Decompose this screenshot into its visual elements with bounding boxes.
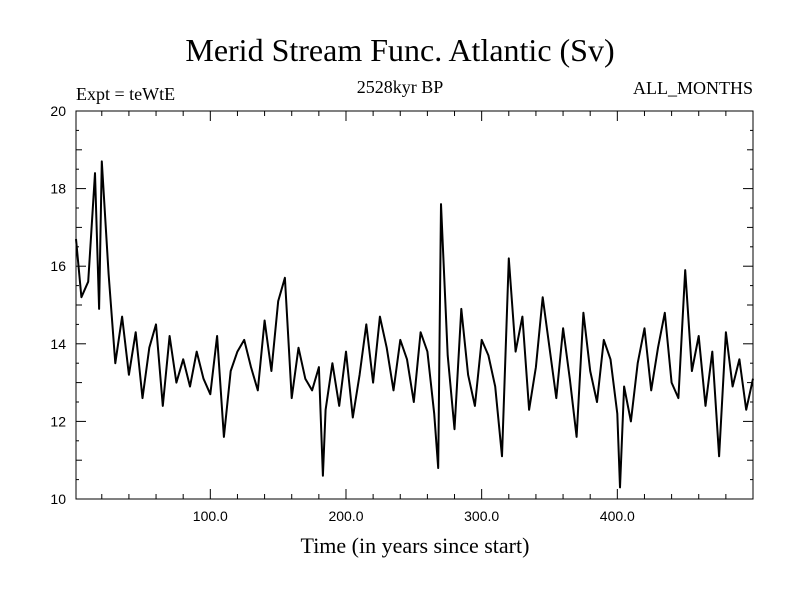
chart-title: Merid Stream Func. Atlantic (Sv) [185,32,615,68]
x-tick-label: 300.0 [464,508,499,524]
x-tick-label: 100.0 [193,508,228,524]
plot-frame [75,110,754,500]
months-label: ALL_MONTHS [633,78,753,98]
series-line [75,160,754,489]
axis-ticks: 100.0 200.0 300.0 400.0 10 12 14 16 18 20 [50,103,753,524]
x-axis-label: Time (in years since start) [300,533,530,558]
y-tick-label: 18 [50,181,66,197]
y-tick-label: 16 [50,258,66,274]
series-layer [75,160,754,489]
y-tick-label: 10 [50,491,66,507]
period-label: 2528kyr BP [356,77,444,97]
x-tick-label: 200.0 [328,508,363,524]
x-tick-label: 400.0 [600,508,635,524]
y-tick-label: 14 [50,336,66,352]
y-tick-label: 20 [50,103,66,119]
y-tick-label: 12 [50,413,66,429]
experiment-label: Expt = teWtE [76,84,176,104]
